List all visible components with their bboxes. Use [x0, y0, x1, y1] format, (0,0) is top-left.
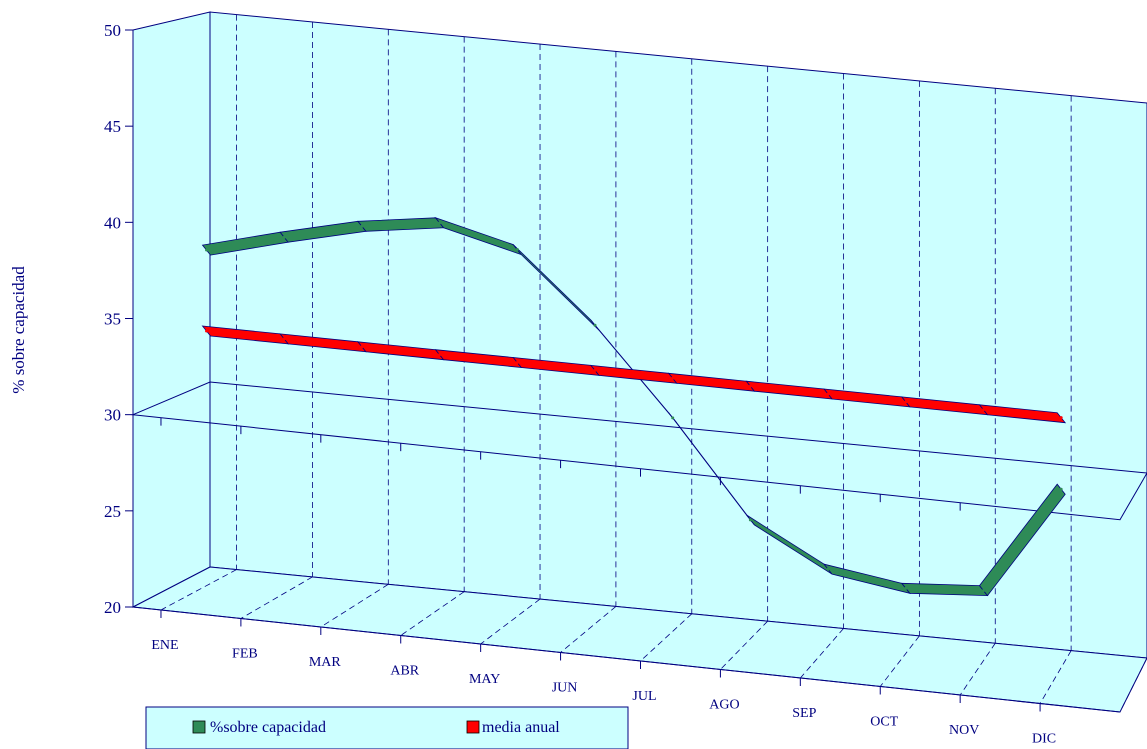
- series-1-point-feb: [282, 337, 286, 341]
- legend: %sobre capacidad media anual: [145, 706, 629, 749]
- series-1-point-mar: [360, 345, 364, 349]
- grid-line-depth: [959, 643, 996, 696]
- x-axis-line: [132, 606, 1121, 713]
- x-tick-label-nov: NOV: [949, 723, 979, 738]
- legend-swatch-sobre-capacidad: [192, 720, 206, 734]
- x-tick-label-dic: DIC: [1032, 731, 1056, 746]
- grid-line-depth: [1039, 650, 1072, 704]
- series-1-point-abr: [438, 353, 442, 357]
- grid-line-depth: [800, 628, 844, 679]
- y-axis-label: % sobre capacidad: [9, 266, 28, 394]
- series-1-point-nov: [981, 408, 985, 412]
- series-1: [201, 325, 1067, 424]
- side-wall: [132, 11, 211, 608]
- reference-plane: [131, 381, 1147, 521]
- x-tick-label-ene: ENE: [151, 638, 178, 653]
- x-tick-label-may: MAY: [469, 672, 500, 687]
- x-tick-label-feb: FEB: [232, 646, 258, 661]
- series-1-point-jun: [593, 368, 597, 372]
- series-1-point-jul: [671, 376, 675, 380]
- x-tick-label-abr: ABR: [390, 663, 419, 678]
- grid-line-depth: [560, 606, 617, 653]
- series-0-point-mar: [360, 224, 364, 228]
- grid-line-depth: [240, 576, 313, 619]
- series-1-point-may: [515, 361, 519, 365]
- series-0-point-abr: [438, 221, 442, 225]
- y-tick-label: 20: [104, 598, 121, 617]
- y-tick-label: 50: [104, 21, 121, 40]
- series-0: [201, 216, 1066, 597]
- series-0-point-jul: [671, 416, 675, 420]
- grid-line-depth: [400, 591, 465, 636]
- legend-label-media-anual: media anual: [482, 719, 560, 736]
- y-tick-label: 25: [104, 502, 121, 521]
- series-1-point-ago: [748, 384, 752, 388]
- series-0-point-may: [515, 248, 519, 252]
- chart-walls: [131, 11, 1147, 713]
- series-0-point-feb: [282, 235, 286, 239]
- chart-labels: 20 25 30 35 40 45 50 ENE FEB MAR ABR MAY JUN JUL AGO SE…: [104, 21, 1056, 746]
- x-tick-label-oct: OCT: [870, 714, 898, 729]
- y-tick-label: 35: [104, 310, 121, 329]
- y-tick-label: 30: [104, 406, 121, 425]
- grid-line-depth: [480, 598, 541, 645]
- series-1-point-dic: [1059, 416, 1063, 420]
- legend-box: [145, 706, 629, 749]
- grid-line-depth: [160, 569, 237, 611]
- x-tick-label-sep: SEP: [792, 706, 816, 721]
- series-0-point-dic: [1059, 487, 1063, 491]
- series-0-segment: [978, 483, 1066, 597]
- x-tick-label-mar: MAR: [309, 655, 342, 670]
- x-tick-label-ago: AGO: [709, 697, 739, 712]
- series-1-point-oct: [904, 400, 908, 404]
- x-tick-label-jul: JUL: [632, 689, 656, 704]
- series-0-point-ene: [205, 248, 209, 252]
- grid-line-depth: [320, 583, 389, 628]
- y-tick-label: 45: [104, 117, 121, 136]
- series-0-segment: [900, 582, 989, 597]
- grid-line-depth: [1119, 657, 1147, 713]
- series-0-point-sep: [826, 567, 830, 571]
- series-0-point-oct: [904, 586, 908, 590]
- grid-line-depth: [879, 635, 920, 687]
- y-tick-label: 40: [104, 213, 121, 232]
- grid-line-depth: [720, 620, 768, 670]
- series-1-point-ene: [205, 329, 209, 333]
- chart-axes: [125, 29, 1147, 713]
- series-1-segment: [978, 404, 1067, 424]
- legend-swatch-media-anual: [466, 720, 480, 734]
- series-1-point-sep: [826, 392, 830, 396]
- chart-series: [201, 216, 1067, 597]
- grid-line-depth: [640, 613, 693, 662]
- series-0-point-nov: [981, 589, 985, 593]
- series-0-point-ago: [748, 518, 752, 522]
- series-0-point-jun: [593, 323, 597, 327]
- x-tick-label-jun: JUN: [552, 680, 578, 695]
- legend-label-sobre-capacidad: %sobre capacidad: [210, 719, 326, 736]
